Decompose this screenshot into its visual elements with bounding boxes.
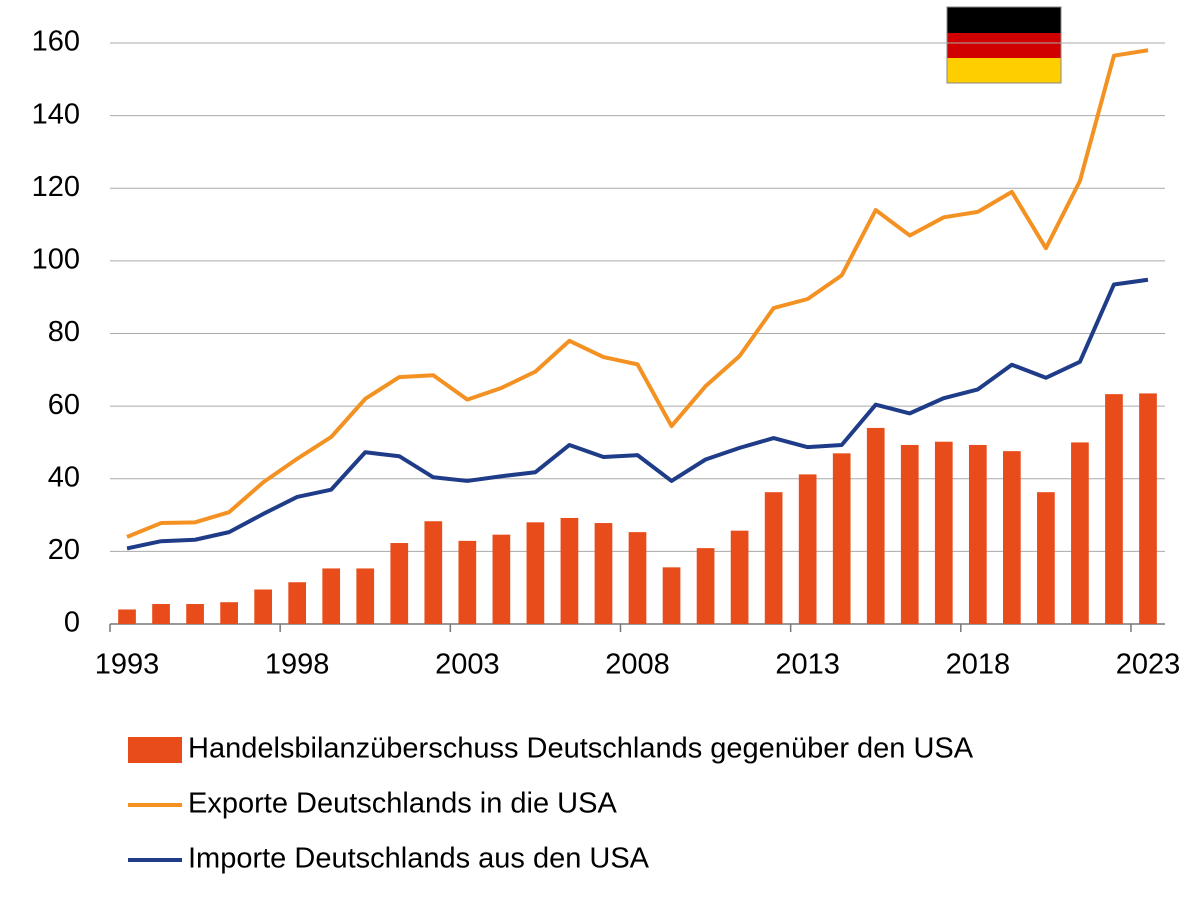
bar xyxy=(730,530,749,624)
flag-border xyxy=(946,6,1062,84)
x-tick-label: 2003 xyxy=(435,649,500,681)
bar xyxy=(152,604,170,624)
bar xyxy=(118,609,136,624)
line xyxy=(126,48,1149,539)
legend-label: Exporte Deutschlands in die USA xyxy=(188,788,617,820)
bar xyxy=(764,492,783,624)
bar xyxy=(696,548,715,624)
bar xyxy=(832,453,851,624)
bar xyxy=(220,602,238,624)
bar xyxy=(934,441,953,624)
flag xyxy=(946,6,1062,84)
bar xyxy=(1003,451,1021,624)
legend-swatch xyxy=(128,737,182,763)
bar xyxy=(322,568,341,624)
y-tick-label: 60 xyxy=(48,389,80,421)
bar xyxy=(594,523,613,624)
bar xyxy=(390,543,409,624)
x-tick-label: 1993 xyxy=(95,649,160,681)
bar xyxy=(1037,492,1055,624)
y-tick-label: 80 xyxy=(48,316,80,348)
x-tick-label: 2008 xyxy=(605,649,670,681)
x-tick-label: 2013 xyxy=(775,649,840,681)
bar xyxy=(288,582,307,624)
bar xyxy=(1139,393,1157,624)
bar xyxy=(1071,442,1089,624)
bar xyxy=(186,604,204,624)
x-tick-label: 1998 xyxy=(265,649,330,681)
bar xyxy=(560,517,579,624)
bar xyxy=(424,521,443,624)
bar xyxy=(492,534,511,624)
x-tick-label: 2023 xyxy=(1116,649,1181,681)
bar xyxy=(254,589,272,624)
y-tick-label: 20 xyxy=(48,534,80,566)
line xyxy=(126,277,1149,551)
flag-stripe xyxy=(947,33,1061,58)
legend-label: Handelsbilanzüberschuss Deutschlands geg… xyxy=(188,733,974,765)
y-tick-label: 0 xyxy=(64,607,80,639)
y-tick-label: 140 xyxy=(32,98,80,130)
bar xyxy=(662,567,681,624)
y-tick-label: 100 xyxy=(32,244,80,276)
y-tick-label: 120 xyxy=(32,171,80,203)
bar xyxy=(798,474,817,624)
x-tick-label: 2018 xyxy=(946,649,1011,681)
flag-stripe xyxy=(947,58,1061,83)
y-tick-label: 160 xyxy=(32,26,80,58)
bar xyxy=(458,540,477,624)
bar xyxy=(628,532,647,624)
flag-stripe xyxy=(947,7,1061,33)
bar xyxy=(866,427,885,624)
bar xyxy=(968,444,987,624)
bar xyxy=(900,444,919,624)
legend-label: Importe Deutschlands aus den USA xyxy=(188,843,650,875)
y-tick-label: 40 xyxy=(48,461,80,493)
bar xyxy=(356,568,375,624)
bar xyxy=(526,522,545,624)
bar xyxy=(1105,394,1123,624)
